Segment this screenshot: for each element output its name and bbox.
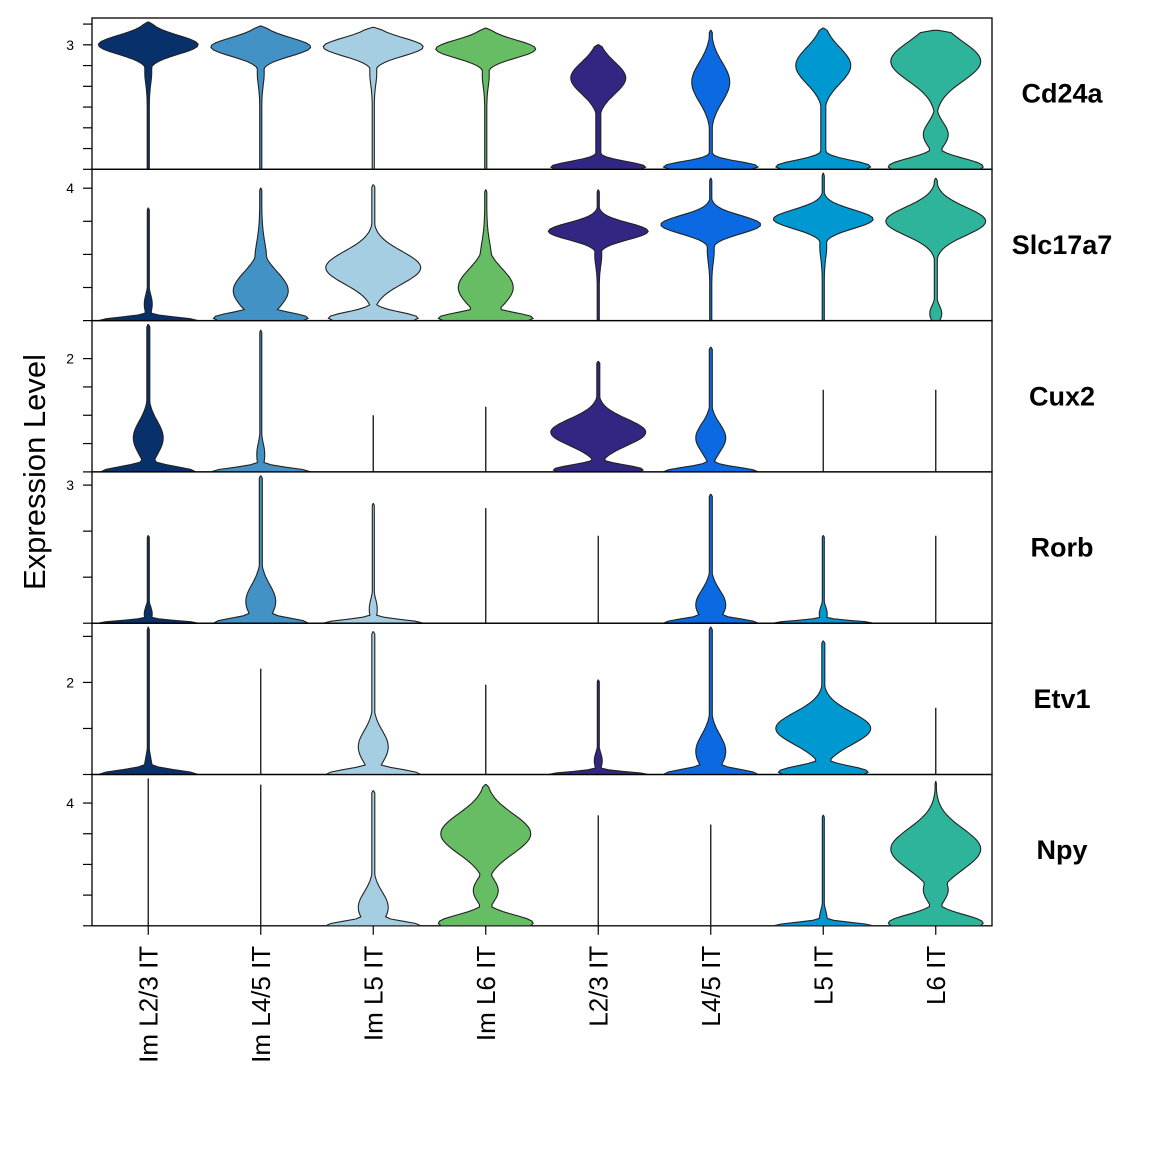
violin-l6-it: [887, 29, 984, 170]
violin-l6-it: [887, 781, 984, 927]
violin-l4-5-it: [663, 626, 759, 776]
violin-l5-it: [775, 640, 872, 776]
panel-frame: [91, 773, 993, 927]
y-tick-label: 2: [66, 674, 74, 690]
violin-l5-it: [772, 172, 874, 322]
x-tick-label: L4/5 IT: [696, 946, 726, 1027]
y-tick-label: 2: [66, 351, 74, 367]
violin-im-l6-it: [437, 189, 535, 322]
violin-im-l4-5-it: [210, 329, 311, 473]
x-tick-label: L5 IT: [808, 946, 838, 1005]
x-axis: Im L2/3 IT Im L4/5 IT Im L5 IT Im L6 IT L2/3…: [133, 925, 951, 1063]
panel-cd24a: 3 Cd24a: [66, 17, 1104, 170]
violin-l5-it: [773, 535, 874, 624]
violin-l2-3-it: [550, 360, 647, 473]
gene-label: Cux2: [1029, 381, 1095, 411]
violin-im-l2-3-it: [98, 626, 199, 776]
violin-im-l2-3-it: [100, 324, 197, 473]
x-tick-label: L2/3 IT: [583, 946, 613, 1027]
violin-im-l4-5-it: [212, 187, 310, 322]
y-tick-label: 4: [66, 795, 74, 811]
panel-slc17a7: 4 Slc17a7: [66, 168, 1113, 322]
violin-im-l5-it: [325, 184, 422, 322]
panel-frame: [91, 319, 993, 473]
panel-cux2: 2 Cux2: [66, 319, 1095, 473]
y-tick-label: 4: [66, 180, 74, 196]
violin-l5-it: [773, 814, 874, 927]
y-tick-label: 3: [66, 37, 74, 53]
y-axis-title: Expression Level: [17, 354, 52, 590]
violin-l2-3-it: [547, 189, 649, 322]
panels-layer: 3 Cd24a 4 Slc17a7 2 Cux2 3 Rorb 2 Etv1 4 Npy: [66, 17, 1113, 927]
violin-im-l6-it: [435, 27, 537, 170]
panel-frame: [91, 168, 993, 322]
violin-im-l2-3-it: [97, 21, 199, 170]
violin-im-l5-it: [323, 502, 424, 624]
violin-l2-3-it: [549, 44, 647, 170]
violin-l6-it: [885, 177, 987, 322]
violin-l5-it: [775, 27, 872, 170]
x-tick-label: Im L2/3 IT: [133, 946, 163, 1063]
gene-label: Slc17a7: [1012, 230, 1113, 260]
gene-label: Rorb: [1031, 533, 1094, 563]
gene-label: Npy: [1036, 835, 1087, 865]
violin-im-l6-it: [437, 784, 534, 927]
panel-frame: [91, 471, 993, 624]
violin-l4-5-it: [663, 346, 759, 473]
violin-im-l5-it: [322, 26, 424, 170]
violin-im-l2-3-it: [98, 207, 199, 322]
violin-im-l4-5-it: [213, 475, 309, 624]
violin-im-l5-it: [325, 790, 422, 927]
gene-label: Cd24a: [1021, 79, 1103, 109]
x-tick-label: L6 IT: [921, 946, 951, 1005]
gene-label: Etv1: [1033, 684, 1090, 714]
x-tick-label: Im L4/5 IT: [246, 946, 276, 1063]
violin-im-l5-it: [325, 631, 422, 776]
panel-etv1: 2 Etv1: [66, 622, 1091, 776]
panel-npy: 4 Npy: [66, 773, 1088, 927]
x-tick-label: Im L5 IT: [358, 946, 388, 1041]
x-tick-label: Im L6 IT: [471, 946, 501, 1041]
violin-im-l2-3-it: [98, 535, 199, 624]
panel-rorb: 3 Rorb: [66, 471, 1094, 624]
violin-l2-3-it: [548, 679, 649, 776]
y-tick-label: 3: [66, 477, 74, 493]
violin-l4-5-it: [663, 493, 759, 624]
violin-l4-5-it: [662, 29, 760, 170]
panel-frame: [91, 622, 993, 776]
violin-l4-5-it: [660, 177, 761, 322]
violin-im-l4-5-it: [210, 25, 312, 170]
